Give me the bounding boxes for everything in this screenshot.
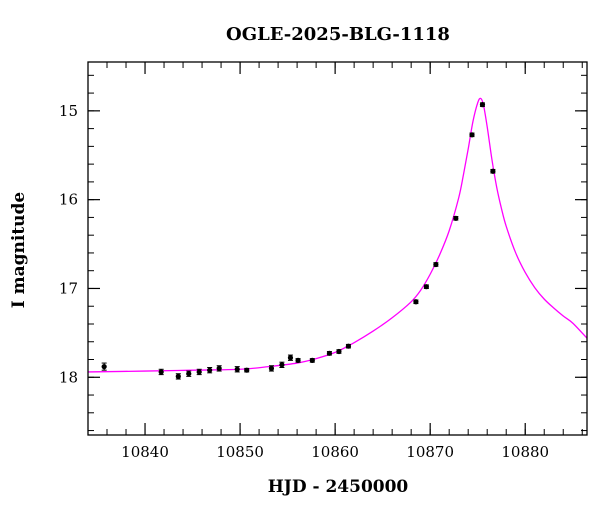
point-marker [196, 369, 202, 375]
chart-title: OGLE-2025-BLG-1118 [226, 24, 450, 45]
point-marker [295, 357, 301, 363]
data-point [479, 102, 486, 108]
point-marker [268, 365, 275, 371]
x-tick-label: 10860 [311, 443, 359, 461]
data-point [207, 367, 213, 374]
data-point [175, 373, 181, 380]
x-tick-label: 10850 [216, 443, 264, 461]
data-point [326, 350, 333, 356]
data-point [158, 368, 164, 376]
point-marker [234, 366, 240, 372]
x-axis-label: HJD - 2450000 [268, 477, 409, 497]
point-marker [279, 362, 285, 368]
data-point [268, 365, 275, 372]
data-point [433, 261, 439, 268]
data-point [244, 367, 250, 373]
point-marker [413, 299, 419, 305]
data-point [234, 366, 240, 373]
x-tick-label: 10840 [121, 443, 169, 461]
data-point [336, 348, 342, 355]
plot-frame [87, 61, 588, 436]
point-marker [453, 215, 459, 221]
point-marker [287, 355, 294, 361]
data-point [279, 361, 285, 369]
point-marker [158, 369, 164, 375]
data-point [469, 132, 475, 138]
point-marker [207, 367, 213, 373]
point-marker [244, 367, 250, 373]
y-tick-label: 18 [59, 368, 78, 386]
x-tick-label: 10880 [501, 443, 549, 461]
y-tick-label: 16 [59, 191, 78, 209]
x-tick-label: 10870 [406, 443, 454, 461]
point-marker [216, 365, 222, 371]
point-marker [175, 373, 181, 379]
model-curve [88, 97, 587, 373]
point-marker [490, 168, 496, 174]
data-point [295, 357, 301, 363]
data-point [309, 357, 315, 363]
y-tick-label: 17 [59, 279, 78, 297]
data-point [413, 299, 419, 305]
y-axis-label: I magnitude [9, 192, 29, 309]
point-marker [309, 357, 315, 363]
point-marker [186, 371, 192, 377]
point-marker [336, 348, 342, 355]
point-marker [423, 284, 429, 290]
point-marker [433, 261, 439, 268]
data-point [101, 362, 107, 371]
point-marker [479, 102, 486, 108]
y-tick-label: 15 [59, 102, 78, 120]
data-point [186, 370, 192, 377]
axis-ticks: 10840 10850 10860 10870 10880 15 16 17 18 [59, 62, 587, 461]
data-point [196, 368, 202, 376]
data-point [345, 343, 352, 349]
data-point [216, 365, 222, 372]
data-point [287, 354, 294, 361]
data-point [490, 168, 496, 174]
data-point [453, 215, 459, 221]
plot-area [88, 97, 587, 380]
point-marker [326, 350, 333, 356]
point-marker [101, 364, 107, 370]
data-point [423, 284, 429, 290]
point-marker [345, 343, 352, 349]
point-marker [469, 132, 475, 138]
